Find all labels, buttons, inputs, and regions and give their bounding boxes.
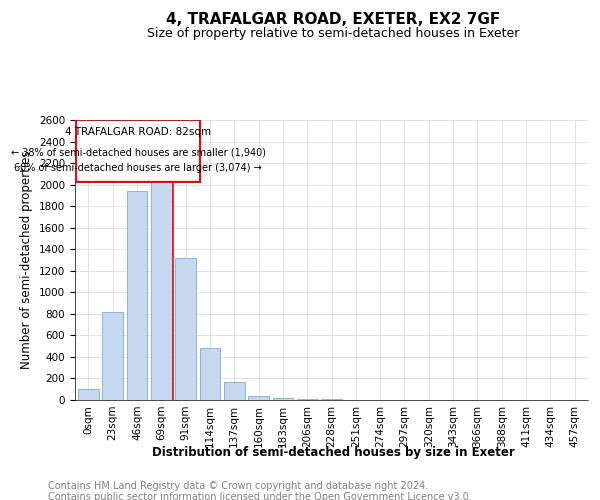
FancyBboxPatch shape bbox=[76, 120, 200, 182]
Bar bbox=[297, 399, 317, 400]
Text: Distribution of semi-detached houses by size in Exeter: Distribution of semi-detached houses by … bbox=[152, 446, 514, 459]
Text: Contains HM Land Registry data © Crown copyright and database right 2024.: Contains HM Land Registry data © Crown c… bbox=[48, 481, 428, 491]
Bar bbox=[103, 312, 123, 400]
Text: Contains public sector information licensed under the Open Government Licence v3: Contains public sector information licen… bbox=[48, 492, 472, 500]
Y-axis label: Number of semi-detached properties: Number of semi-detached properties bbox=[20, 150, 34, 370]
Bar bbox=[248, 396, 269, 400]
Bar bbox=[272, 398, 293, 400]
Bar bbox=[127, 191, 148, 400]
Text: 4, TRAFALGAR ROAD, EXETER, EX2 7GF: 4, TRAFALGAR ROAD, EXETER, EX2 7GF bbox=[166, 12, 500, 28]
Text: ← 38% of semi-detached houses are smaller (1,940): ← 38% of semi-detached houses are smalle… bbox=[11, 147, 266, 157]
Bar bbox=[224, 382, 245, 400]
Text: 60% of semi-detached houses are larger (3,074) →: 60% of semi-detached houses are larger (… bbox=[14, 163, 262, 173]
Text: 4 TRAFALGAR ROAD: 82sqm: 4 TRAFALGAR ROAD: 82sqm bbox=[65, 128, 211, 138]
Text: Size of property relative to semi-detached houses in Exeter: Size of property relative to semi-detach… bbox=[147, 28, 519, 40]
Bar bbox=[78, 389, 99, 400]
Bar bbox=[200, 348, 220, 400]
Bar bbox=[175, 258, 196, 400]
Bar bbox=[151, 176, 172, 400]
